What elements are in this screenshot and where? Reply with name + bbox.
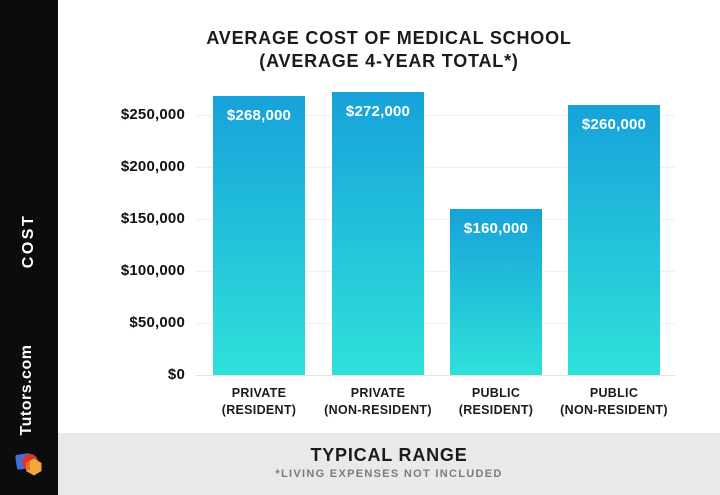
living-expenses-note: *LIVING EXPENSES NOT INCLUDED <box>275 468 503 480</box>
gridline <box>195 219 675 220</box>
chart-title-line1: AVERAGE COST OF MEDICAL SCHOOL <box>206 28 572 48</box>
chart-title: AVERAGE COST OF MEDICAL SCHOOL (AVERAGE … <box>58 27 720 73</box>
sidebar: COST Tutors.com <box>0 0 58 495</box>
tutors-cube-logo-icon <box>15 453 42 476</box>
sidebar-cost-label: COST <box>20 213 37 269</box>
category-label-private-non-resident: PRIVATE (NON-RESIDENT) <box>324 386 432 417</box>
y-tick-label: $150,000 <box>120 210 185 227</box>
footer-band: TYPICAL RANGE *LIVING EXPENSES NOT INCLU… <box>58 433 720 495</box>
chart-title-line2: (AVERAGE 4-YEAR TOTAL*) <box>259 51 519 71</box>
category-label-public-resident: PUBLIC (RESIDENT) <box>458 386 534 417</box>
category-label-private-resident: PRIVATE (RESIDENT) <box>221 386 297 417</box>
y-tick-label: $250,000 <box>120 106 185 123</box>
bar-private-non-resident: $272,000 <box>332 92 424 375</box>
typical-range-heading: TYPICAL RANGE <box>310 445 468 465</box>
y-tick-label: $0 <box>167 366 185 383</box>
bar-value-label: $268,000 <box>226 107 292 125</box>
bar-private-resident: $268,000 <box>213 96 305 375</box>
gridline <box>195 167 675 168</box>
category-label-public-non-resident: PUBLIC (NON-RESIDENT) <box>560 386 668 417</box>
bar-public-resident: $160,000 <box>450 208 542 375</box>
gridline <box>195 323 675 324</box>
bar-public-non-resident: $260,000 <box>568 104 660 375</box>
y-tick-label: $100,000 <box>120 262 185 279</box>
y-tick-label: $50,000 <box>129 314 185 331</box>
sidebar-brand-label: Tutors.com <box>18 344 35 436</box>
gridline <box>195 271 675 272</box>
bar-value-label: $160,000 <box>463 219 529 237</box>
gridline <box>195 115 675 116</box>
bar-value-label: $272,000 <box>345 103 411 121</box>
y-tick-label: $200,000 <box>120 158 185 175</box>
bar-value-label: $260,000 <box>581 115 647 133</box>
x-axis-line <box>195 375 675 376</box>
